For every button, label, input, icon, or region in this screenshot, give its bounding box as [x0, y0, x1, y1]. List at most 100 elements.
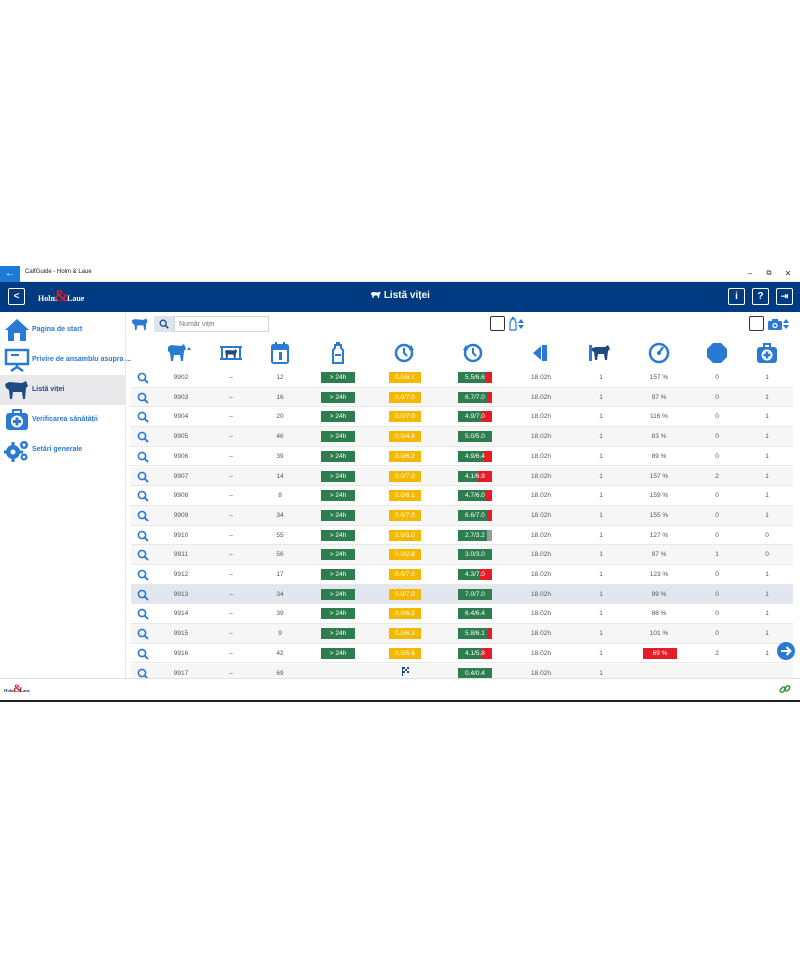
magnifier-icon[interactable]: [137, 451, 149, 463]
table-row[interactable]: 9905 – 46 > 24h 0.0/4.8 5.0/5.0 18.02h 1 83 % 0 1: [131, 427, 793, 447]
last-feeding-badge: > 24h: [321, 490, 355, 502]
sort-arrows-icon[interactable]: [783, 319, 789, 329]
sort-arrows-icon[interactable]: [518, 319, 524, 329]
magnifier-icon[interactable]: [137, 530, 149, 542]
minimize-button[interactable]: –: [747, 269, 753, 278]
close-button[interactable]: ✕: [784, 269, 792, 278]
sidebar-item-calf-list[interactable]: Listă viței: [0, 375, 126, 405]
age-cell: 14: [276, 472, 284, 480]
age-cell: 46: [276, 433, 284, 441]
magnifier-icon[interactable]: [137, 372, 149, 384]
next-page-button[interactable]: [777, 642, 795, 660]
health-kit-icon[interactable]: [755, 342, 779, 364]
magnifier-icon[interactable]: [137, 510, 149, 522]
info-button[interactable]: i: [728, 288, 745, 305]
table-row[interactable]: 9910 – 55 > 24h 0.0/3.0 2.7/3.2 18.02h 1 127 % 0 0: [131, 526, 793, 546]
last-feeding-badge: > 24h: [321, 470, 355, 482]
table-row[interactable]: 9913 – 34 > 24h 0.0/7.0 7.0/7.0 18.02h 1 99 % 0 1: [131, 584, 793, 605]
table-row[interactable]: 9904 – 20 > 24h 0.0/7.0 4.9/7.0 18.02h 1 116 % 0 1: [131, 407, 793, 428]
age-cell: 12: [276, 374, 284, 381]
calf-group-icon[interactable]: [219, 342, 243, 364]
table-row[interactable]: 9909 – 34 > 24h 0.0/7.0 6.6/7.0 18.02h 1 155 % 0 1: [131, 505, 793, 526]
magnifier-icon[interactable]: [137, 490, 149, 502]
view-options-checkbox[interactable]: [749, 316, 764, 331]
magnifier-icon[interactable]: [137, 628, 149, 640]
table-row[interactable]: 9915 – 9 > 24h 0.0/6.3 5.8/6.1 18.02h 1 101 % 0 1: [131, 624, 793, 644]
restore-button[interactable]: ⧉: [766, 270, 772, 277]
calf-number-cell: 9911: [174, 551, 188, 559]
table-row[interactable]: 9916 – 42 > 24h 0.0/5.6 4.1/5.8 18.02h 1 69 % 2 1: [131, 644, 793, 664]
consumption-progress-badge: 3.0/3.0: [458, 549, 492, 561]
remaining-quantity-badge: 0.0/6.3: [389, 628, 421, 640]
stops-cell: 0: [715, 630, 719, 638]
health-cell: 0: [765, 551, 769, 559]
table-row[interactable]: 9902 – 12 > 24h 0.0/6.7 5.5/6.6 18.02h 1 157 % 0 1: [131, 368, 793, 388]
help-button[interactable]: ?: [752, 288, 769, 305]
sidebar-item-overview[interactable]: Privire de ansamblu asupra ...: [0, 345, 131, 375]
station-cell: 1: [599, 452, 603, 460]
consumption-text: 0.4/0.4: [465, 669, 485, 677]
table-row[interactable]: 9912 – 17 > 24h 0.0/7.0 4.3/7.0 18.02h 1 123 % 0 1: [131, 565, 793, 585]
camera-icon[interactable]: [768, 318, 782, 330]
table-row[interactable]: 9911 – 56 > 24h 0.0/2.8 3.0/3.0 18.02h 1 97 % 1 0: [131, 545, 793, 565]
bottle-filter-icon[interactable]: [509, 317, 517, 331]
consumption-progress-badge: 0.4/0.4: [458, 667, 492, 679]
app-header: < Holm & Laue Listă viței i ? ⇥: [0, 282, 800, 312]
speedometer-icon[interactable]: [647, 342, 671, 364]
back-button[interactable]: <: [8, 288, 25, 305]
stops-cell: 0: [715, 511, 719, 519]
table-row[interactable]: 9903 – 16 > 24h 0.0/7.0 6.7/7.0 18.02h 1 97 % 0 1: [131, 387, 793, 408]
consumption-progress-badge: 4.1/6.9: [458, 470, 492, 482]
list-toolbar: [131, 316, 793, 334]
search-input[interactable]: [174, 316, 269, 332]
table-row[interactable]: 9907 – 14 > 24h 0.0/7.0 4.1/6.9 18.02h 1 157 % 2 1: [131, 466, 793, 487]
remaining-quantity-badge: 0.0/7.0: [389, 391, 421, 403]
clock-back-icon[interactable]: [461, 342, 485, 364]
calf-number-cell: 9907: [173, 472, 189, 480]
link-icon[interactable]: [779, 683, 791, 695]
magnifier-icon[interactable]: [137, 569, 149, 581]
station-cell: 1: [599, 472, 603, 480]
select-all-checkbox[interactable]: [490, 316, 505, 331]
calendar-icon[interactable]: [268, 342, 292, 364]
clock-forward-icon[interactable]: [392, 342, 416, 364]
magnifier-icon[interactable]: [137, 668, 149, 680]
window-titlebar: ← CalfGuide - Holm & Laue – ⧉ ✕: [0, 266, 800, 282]
group-cell: –: [229, 472, 233, 480]
magnifier-icon[interactable]: [137, 431, 149, 443]
table-row[interactable]: 9914 – 39 > 24h 0.0/6.2 6.4/6.4 18.02h 1 86 % 0 1: [131, 604, 793, 625]
magnifier-icon[interactable]: [137, 608, 149, 621]
window-title: CalfGuide - Holm & Laue: [25, 269, 92, 275]
sidebar-item-settings[interactable]: Setări generale: [0, 435, 126, 465]
last-feeding-badge: > 24h: [321, 450, 355, 462]
magnifier-icon[interactable]: [137, 471, 149, 483]
magnifier-icon[interactable]: [137, 549, 149, 561]
search-button[interactable]: [154, 316, 174, 332]
logout-button[interactable]: ⇥: [776, 288, 793, 305]
consumption-progress-badge: 5.0/5.0: [458, 431, 492, 443]
sidebar-item-home[interactable]: Pagina de start: [0, 315, 126, 345]
calf-number-cell: 9902: [173, 374, 189, 381]
stops-cell: 0: [715, 531, 719, 539]
calf-feeding-icon[interactable]: [589, 342, 613, 364]
drinking-speed-cell: 116 %: [650, 413, 668, 421]
drinking-speed-cell: 155 %: [649, 511, 669, 519]
table-row[interactable]: 9906 – 39 > 24h 0.0/6.2 4.9/6.4 18.02h 1 89 % 0 1: [131, 447, 793, 467]
magnifier-icon[interactable]: [137, 648, 149, 660]
calf-filter-icon[interactable]: [131, 317, 149, 331]
milk-bottle-icon[interactable]: [326, 342, 350, 364]
calf-number-icon[interactable]: [167, 342, 191, 364]
consumption-text: 3.0/3.0: [465, 551, 485, 559]
window-back-button[interactable]: ←: [0, 266, 20, 282]
remaining-quantity-badge: 0.0/2.8: [389, 549, 421, 561]
magnifier-icon[interactable]: [137, 411, 149, 424]
consumption-progress-badge: 6.6/7.0: [458, 509, 492, 521]
feeder-station-icon[interactable]: [529, 342, 553, 364]
stop-icon[interactable]: [705, 342, 729, 364]
calf-number-cell: 9910: [173, 531, 189, 539]
sidebar-item-health-check[interactable]: Verificarea sănătății: [0, 405, 126, 435]
remaining-quantity-badge: 0.0/6.2: [389, 450, 421, 462]
magnifier-icon[interactable]: [137, 392, 149, 404]
magnifier-icon[interactable]: [137, 589, 149, 601]
table-row[interactable]: 9908 – 8 > 24h 0.0/6.1 4.7/6.0 18.02h 1 159 % 0 1: [131, 486, 793, 506]
